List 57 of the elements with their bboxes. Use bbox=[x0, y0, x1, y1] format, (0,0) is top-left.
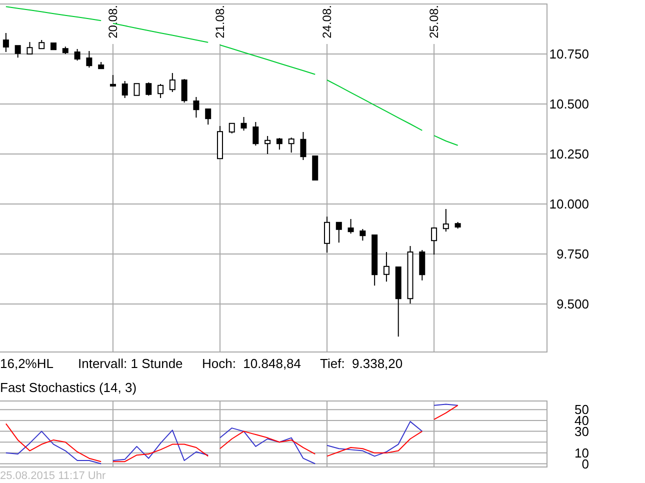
candlestick bbox=[240, 116, 247, 132]
candlestick bbox=[74, 48, 80, 62]
line-series bbox=[5, 423, 102, 462]
text: Tief: 9.338,20 bbox=[320, 356, 403, 371]
candlestick bbox=[2, 32, 9, 52]
candlestick bbox=[324, 216, 330, 254]
candlestick bbox=[264, 136, 271, 154]
x-tick-label: 21.08. bbox=[212, 5, 227, 38]
candlestick bbox=[419, 250, 426, 281]
x-tick-label: 25.08. bbox=[427, 5, 442, 38]
line-series bbox=[326, 430, 423, 457]
candlestick bbox=[134, 83, 140, 96]
y-tick-label: 10.750 bbox=[549, 46, 589, 62]
candlestick bbox=[205, 108, 212, 126]
line-series bbox=[326, 80, 423, 131]
candlestick bbox=[442, 208, 449, 232]
text: 25.08.2015 11:17 Uhr bbox=[0, 470, 106, 482]
candlestick bbox=[252, 122, 259, 146]
candlestick bbox=[193, 96, 200, 118]
candlestick bbox=[431, 226, 438, 256]
y-tick-label: 10.000 bbox=[549, 196, 589, 212]
y-tick-label: 9.500 bbox=[556, 296, 589, 312]
candlestick bbox=[336, 222, 342, 244]
candlestick bbox=[158, 84, 164, 98]
line-series bbox=[326, 421, 423, 457]
text: Hoch: 10.848,84 bbox=[202, 356, 302, 371]
y-tick-label: 10.500 bbox=[549, 96, 589, 112]
candlestick bbox=[122, 80, 128, 98]
candlestick bbox=[86, 50, 92, 68]
candlestick bbox=[276, 138, 282, 150]
line-series bbox=[219, 44, 316, 75]
chart-title: Fast Stochastics (14, 3) bbox=[0, 380, 137, 395]
line-series bbox=[219, 428, 316, 464]
x-tick-label: 24.08. bbox=[320, 5, 334, 38]
line-series bbox=[219, 430, 316, 455]
y-tick-label: 9.750 bbox=[556, 246, 589, 262]
candlestick bbox=[300, 132, 306, 160]
text: 16,2%HL bbox=[0, 356, 54, 371]
candlestick bbox=[181, 78, 188, 104]
candlestick bbox=[169, 72, 176, 92]
line-series bbox=[112, 444, 209, 462]
candlestick bbox=[14, 45, 21, 58]
candlestick bbox=[348, 218, 354, 234]
candlestick bbox=[360, 228, 366, 242]
candlestick bbox=[288, 137, 294, 154]
candlestick bbox=[312, 156, 318, 180]
y-tick-label: 10 bbox=[574, 445, 589, 460]
line-series bbox=[5, 430, 102, 464]
x-tick-label: 20.08. bbox=[106, 5, 120, 38]
candlestick bbox=[383, 252, 390, 282]
candlestick bbox=[26, 42, 33, 55]
line-series bbox=[5, 6, 102, 22]
candlestick bbox=[228, 122, 235, 134]
candlestick bbox=[146, 82, 152, 96]
y-tick-label: 10.250 bbox=[549, 146, 589, 162]
line-series bbox=[112, 430, 209, 462]
text: Intervall: 1 Stunde bbox=[78, 356, 183, 371]
